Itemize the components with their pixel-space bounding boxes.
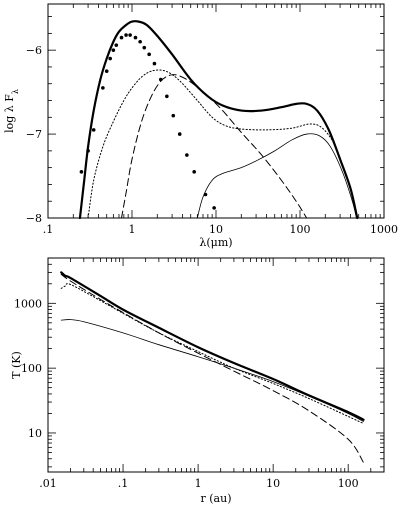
temperature-curves: [60, 271, 365, 464]
sed-data-point: [114, 43, 119, 47]
temperature-dashed-curve: [60, 273, 365, 464]
sed-data-point: [79, 170, 84, 174]
sed-dotted-curve: [87, 69, 358, 219]
temperature-dotted-curve: [60, 283, 365, 424]
temperature-x-tick-label: 1: [195, 477, 202, 490]
sed-y-axis-label: log λ Fλ: [3, 89, 20, 133]
sed-data-point: [171, 113, 176, 118]
sed-data-point: [165, 94, 169, 99]
sed-y-tick-label: −6: [26, 44, 42, 57]
sed-data-point: [138, 39, 142, 44]
sed-data-point: [133, 35, 138, 40]
temperature-x-tick-label: .01: [39, 477, 57, 490]
sed-thick-solid-curve: [78, 20, 359, 220]
sed-data-point: [177, 132, 182, 136]
sed-data-point: [86, 149, 90, 153]
sed-data-point: [91, 128, 96, 132]
temperature-ticks: .01 .1 1 10 100 10 100 1000: [14, 257, 385, 490]
sed-x-tick-label: 1: [129, 223, 136, 236]
sed-data-point: [128, 33, 132, 37]
temperature-panel: .01 .1 1 10 100 10 100 1000 r (au) T (K): [10, 257, 385, 505]
temperature-y-tick-label: 1000: [14, 297, 42, 310]
sed-ticks: .1 1 10 100 1000 −6 −7 −8: [26, 4, 398, 236]
sed-x-axis-label: λ(μm): [199, 236, 232, 249]
temperature-thin-solid-curve: [60, 319, 364, 422]
temperature-x-tick-label: 10: [266, 477, 280, 490]
sed-data-point: [147, 52, 151, 57]
temperature-y-tick-label: 10: [28, 427, 42, 440]
sed-data-point: [119, 35, 124, 40]
temperature-x-axis-label: r (au): [201, 492, 232, 505]
sed-data-point: [158, 77, 163, 82]
sed-y-tick-label: −7: [26, 128, 42, 141]
temperature-x-tick-label: 100: [338, 477, 359, 490]
sed-dashed-curve: [121, 74, 308, 219]
temperature-y-tick-label: 100: [21, 362, 42, 375]
sed-data-point: [212, 206, 216, 210]
sed-data-point: [185, 153, 189, 157]
sed-data-point: [108, 56, 112, 61]
sed-data-point: [101, 86, 105, 90]
temperature-thick-solid-curve: [60, 271, 365, 421]
sed-data-point: [192, 170, 196, 174]
sed-x-tick-label: .1: [43, 223, 54, 236]
sed-data-point: [111, 48, 116, 52]
sed-data-point: [124, 33, 128, 37]
sed-data-point: [104, 69, 109, 73]
sed-plot-frame: [47, 3, 385, 219]
sed-x-tick-label: 10: [209, 223, 223, 236]
sed-y-tick-label: −8: [26, 212, 42, 225]
sed-data-point: [203, 192, 208, 197]
sed-points: [79, 33, 216, 210]
sed-panel: .1 1 10 100 1000 −6 −7 −8 λ(μm) log λ Fλ: [3, 3, 398, 249]
temperature-plot-frame: [47, 257, 385, 473]
sed-x-tick-label: 100: [290, 223, 311, 236]
sed-data-point: [142, 45, 147, 50]
temperature-x-tick-label: .1: [118, 477, 129, 490]
sed-x-tick-label: 1000: [370, 223, 398, 236]
sed-curves: [78, 20, 359, 220]
sed-data-point: [152, 61, 157, 66]
sed-thin-solid-curve: [196, 133, 357, 219]
temperature-y-axis-label: T (K): [10, 351, 23, 379]
